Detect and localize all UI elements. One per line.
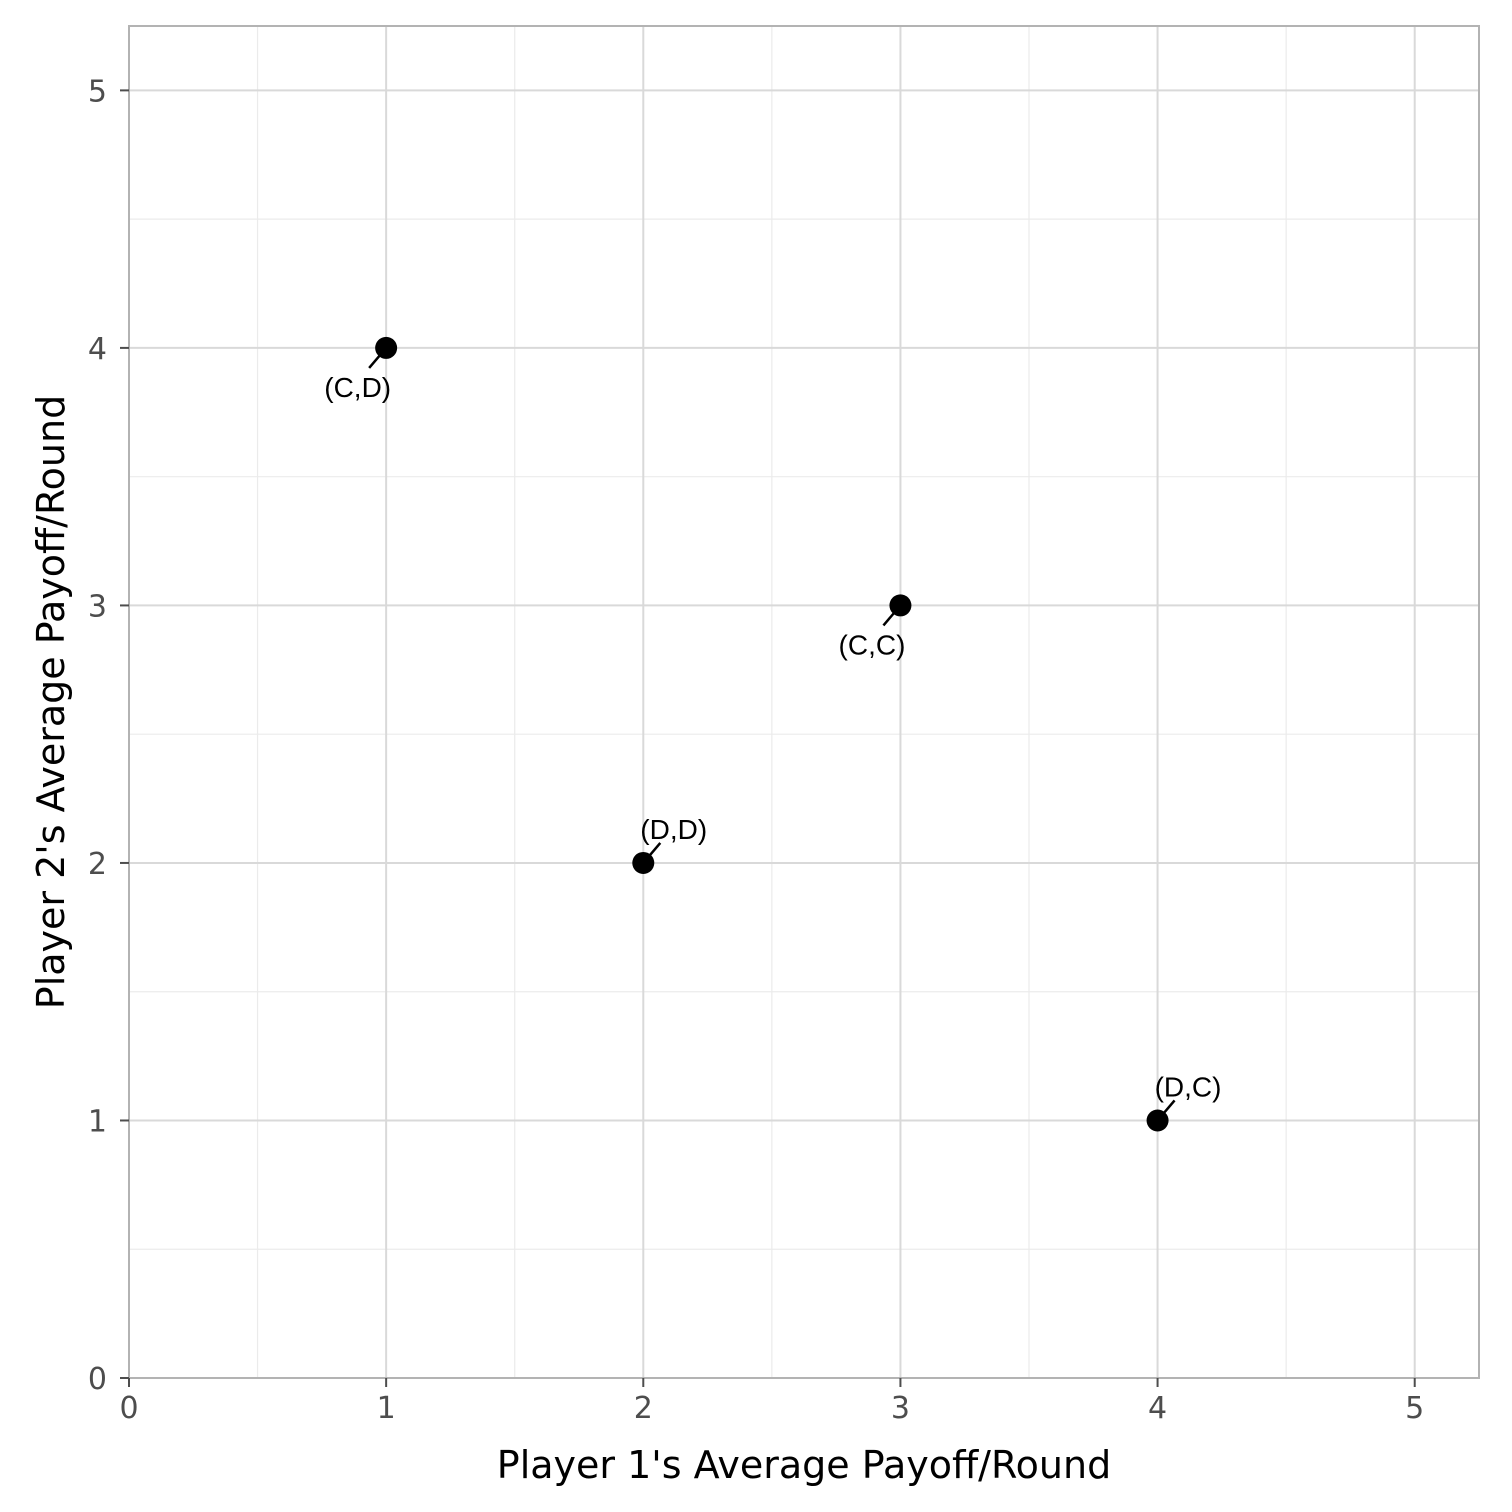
y-tick-label: 1 (88, 1104, 107, 1139)
data-points: (C,D) (C,C) (D,D) (D,C) (324, 336, 1222, 1132)
axis-ticks (120, 89, 1416, 1387)
y-tick-label: 5 (88, 74, 107, 109)
data-point (889, 594, 912, 617)
x-axis-title: Player 1's Average Payoff/Round (497, 1443, 1111, 1487)
data-point (1146, 1109, 1169, 1132)
y-axis-title: Player 2's Average Payoff/Round (29, 395, 73, 1009)
data-point-label: (D,C) (1155, 1071, 1222, 1102)
data-point-label: (C,C) (839, 629, 906, 660)
y-tick-label: 2 (88, 847, 107, 882)
minor-gridlines (129, 26, 1479, 1378)
panel-border (128, 25, 1480, 1379)
x-tick-label: 5 (1405, 1391, 1424, 1426)
x-tick-label: 3 (891, 1391, 910, 1426)
major-gridlines (128, 26, 1479, 1379)
x-tick-label: 1 (377, 1391, 396, 1426)
axis-tick-labels: 0 1 2 3 4 5 0 1 2 3 4 5 (88, 74, 1424, 1426)
y-tick-label: 4 (88, 332, 107, 367)
y-tick-label: 3 (88, 589, 107, 624)
y-tick-label: 0 (88, 1362, 107, 1397)
data-point-label: (D,D) (640, 814, 707, 845)
data-point (632, 851, 655, 874)
x-tick-label: 2 (634, 1391, 653, 1426)
x-tick-label: 0 (119, 1391, 138, 1426)
data-point (375, 336, 398, 359)
data-point-label: (C,D) (324, 372, 391, 403)
x-tick-label: 4 (1148, 1391, 1167, 1426)
